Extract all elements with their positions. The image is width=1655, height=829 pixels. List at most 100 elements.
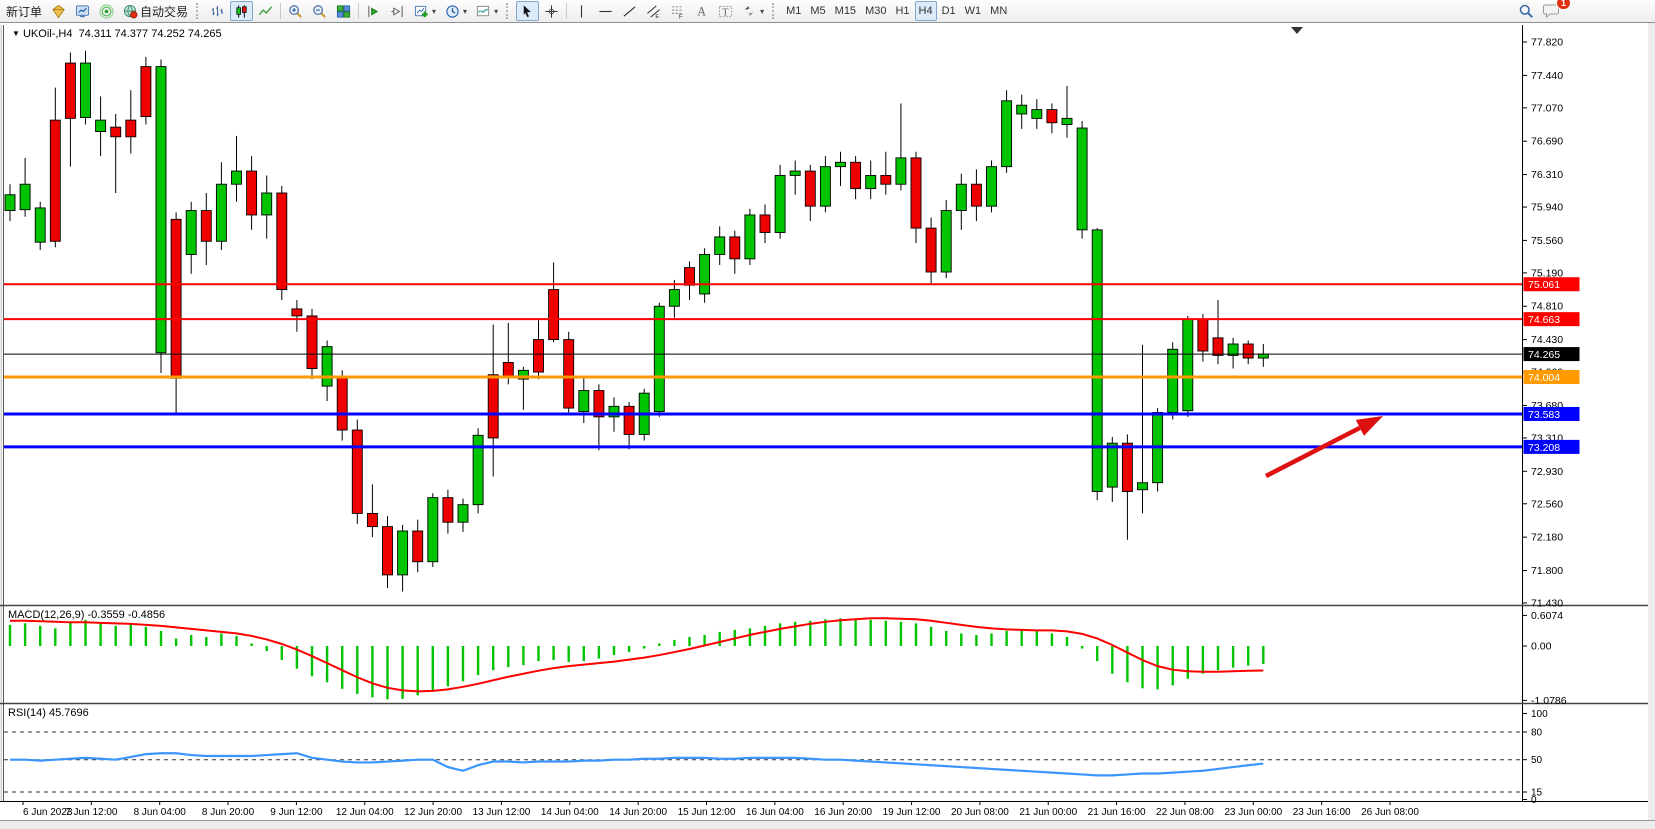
chart-canvas[interactable]: 77.820 77.440 77.070 76.690 76.310 75.940 75.5… [0, 23, 1655, 829]
quotes-button[interactable] [47, 1, 70, 21]
monitor-icon [75, 4, 90, 17]
price-tick-label: 77.440 [1531, 70, 1563, 82]
shapes-tool-button[interactable]: ▾ [738, 1, 768, 21]
time-tick-label: 14 Jun 04:00 [541, 807, 599, 818]
search-button[interactable] [1514, 1, 1538, 21]
chart-shift-button[interactable] [386, 1, 409, 21]
chart-dropdown-caret[interactable]: ▼ [12, 29, 20, 38]
price-label-box [1523, 312, 1580, 327]
timeframe-m1-button[interactable]: M1 [782, 1, 805, 21]
chat-button-wrap: 1 [1539, 0, 1571, 23]
toolbar-grip[interactable] [772, 3, 778, 19]
price-label-box [1523, 370, 1580, 385]
timeframe-m5-button[interactable]: M5 [806, 1, 829, 21]
price-tick-label: 77.070 [1531, 102, 1563, 114]
auto-scroll-button[interactable] [362, 1, 385, 21]
new-chart-icon [414, 5, 428, 17]
time-tick-label: 21 Jun 00:00 [1019, 807, 1077, 818]
notification-badge[interactable]: 1 [1555, 0, 1571, 10]
time-tick-label: 20 Jun 08:00 [951, 807, 1009, 818]
timeframe-mn-button[interactable]: MN [986, 1, 1011, 21]
fibonacci-icon: F [671, 5, 683, 19]
timeframe-h1-button[interactable]: H1 [891, 1, 913, 21]
timeframe-d1-button[interactable]: D1 [938, 1, 960, 21]
horizontal-line-tool-button[interactable] [594, 1, 617, 21]
line-chart-button[interactable] [254, 1, 277, 21]
chart-title[interactable]: ▼ UKOil-,H4 74.311 74.377 74.252 74.265 [12, 28, 222, 40]
bull-candle [714, 236, 726, 255]
time-tick-label: 16 Jun 04:00 [746, 807, 804, 818]
arrow-head-icon [1355, 416, 1383, 436]
bull-candle [699, 254, 711, 295]
bull-candle [457, 504, 469, 523]
dropdown-caret: ▾ [760, 6, 765, 16]
toolbar-separator [358, 3, 360, 19]
chart-ohlc-readout: 74.311 74.377 74.252 74.265 [78, 28, 222, 40]
trendline-tool-button[interactable] [618, 1, 641, 21]
candlestick-chart-button[interactable] [230, 1, 254, 21]
market-watch-button[interactable] [71, 1, 94, 21]
bear-candle [412, 530, 424, 563]
label-tool-button[interactable]: T [714, 1, 737, 21]
toolbar-grip[interactable] [506, 3, 512, 19]
time-tick-label: 14 Jun 20:00 [609, 807, 667, 818]
signals-button[interactable] [95, 1, 118, 21]
crosshair-button[interactable] [540, 1, 563, 21]
bull-candle [608, 405, 620, 418]
bull-candle [427, 497, 439, 563]
dropdown-caret: ▾ [463, 6, 468, 16]
vertical-line-tool-button[interactable] [570, 1, 593, 21]
fibonacci-tool-button[interactable]: F [666, 1, 689, 21]
bear-candle [684, 267, 695, 286]
price-tick-label: 72.930 [1531, 466, 1563, 478]
channel-tool-button[interactable]: E [642, 1, 665, 21]
bull-candle [95, 119, 107, 132]
horizontal-line-icon [599, 10, 612, 12]
indicators-button[interactable]: ▾ [472, 1, 502, 21]
vertical-line-icon [581, 4, 583, 18]
zoom-out-button[interactable] [308, 1, 331, 21]
toolbar-grip[interactable] [196, 3, 202, 19]
price-label-box [1523, 277, 1580, 292]
chart-shift-icon [391, 5, 403, 17]
timeframe-w1-button[interactable]: W1 [961, 1, 986, 21]
timeframe-m30-button[interactable]: M30 [861, 1, 890, 21]
annotations[interactable] [1264, 416, 1383, 479]
dropdown-caret: ▾ [494, 6, 499, 16]
candlestick-chart-icon [236, 4, 247, 18]
bear-candle [1242, 343, 1254, 359]
price-tick-label: 74.430 [1531, 334, 1563, 346]
bear-candle [382, 526, 393, 576]
svg-text:F: F [679, 13, 683, 18]
rsi-axis-label: 15 [1531, 787, 1543, 798]
time-tick-label: 23 Jun 16:00 [1293, 807, 1351, 818]
bull-candle [1137, 482, 1148, 491]
text-tool-button[interactable]: A [690, 1, 713, 21]
new-chart-button[interactable]: ▾ [410, 1, 440, 21]
bear-candle [1212, 337, 1224, 356]
bull-candle [1076, 127, 1088, 231]
bull-candle [215, 183, 227, 242]
bull-candle [1227, 343, 1239, 356]
timeframe-m15-button[interactable]: M15 [831, 1, 860, 21]
bull-candle [819, 166, 831, 207]
cursor-icon [523, 4, 531, 17]
time-tick-label: 23 Jun 00:00 [1224, 807, 1282, 818]
bull-candle [668, 289, 680, 307]
price-axis[interactable]: 77.820 77.440 77.070 76.690 76.310 75.940 75.5… [1522, 37, 1580, 610]
bar-chart-button[interactable] [206, 1, 229, 21]
bull-candle [19, 183, 31, 211]
chart-shift-marker[interactable] [1291, 27, 1303, 34]
bear-candle [910, 157, 922, 229]
macd-indicator-values: -0.3559 -0.4856 [87, 609, 166, 621]
autotrade-button[interactable]: 自动交易 [119, 1, 192, 21]
zoom-in-button[interactable] [284, 1, 307, 21]
cursor-button[interactable] [516, 1, 540, 21]
new-order-button[interactable]: 新订单 [2, 1, 46, 21]
tile-windows-button[interactable] [332, 1, 355, 21]
horizontal-lines[interactable] [4, 283, 1522, 449]
timeframe-h4-button[interactable]: H4 [914, 1, 937, 21]
bull-candle [321, 346, 333, 387]
period-button[interactable]: ▾ [441, 1, 471, 21]
